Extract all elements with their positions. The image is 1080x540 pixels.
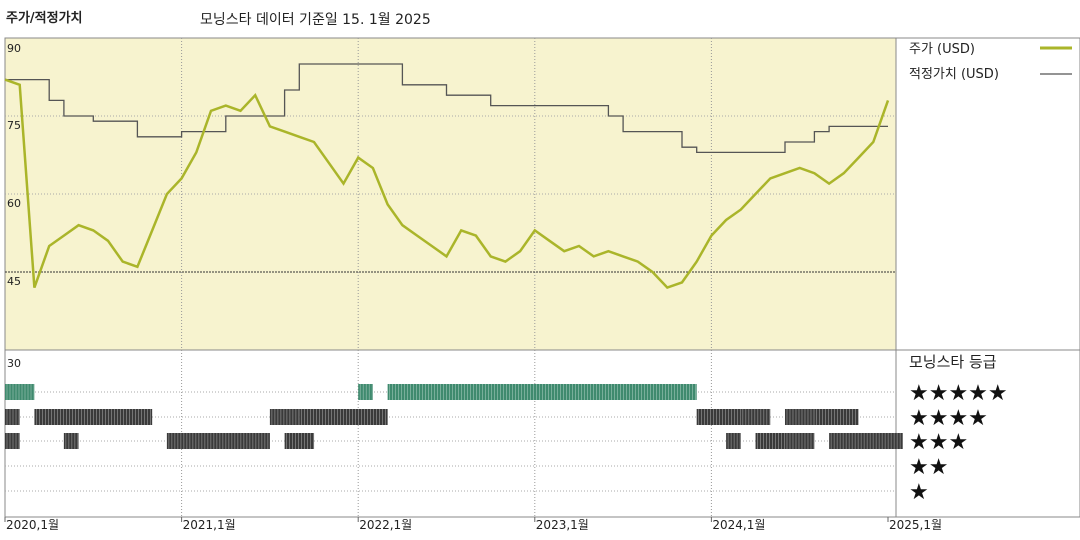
- rating-bar-4-star: [34, 409, 153, 425]
- rating-bar-4-star: [814, 409, 859, 425]
- rating-bar-3-star: [5, 433, 20, 449]
- star-legend: ★★★★★★★★★★★★★★★: [909, 381, 1008, 505]
- rating-bar-4-star: [696, 409, 741, 425]
- price-panel-bg: [4, 37, 897, 351]
- star-legend-row: ★★★★★: [909, 381, 1008, 406]
- rating-bar-5-star: [5, 384, 35, 400]
- rating-bar-3-star: [726, 433, 741, 449]
- y-tick-label: 45: [7, 275, 21, 288]
- star-legend-row: ★: [909, 480, 929, 505]
- rating-bar-3-star: [829, 433, 903, 449]
- rating-bar-4-star: [740, 409, 771, 425]
- legend-panel: [895, 37, 1080, 351]
- data-date-subtitle: 모닝스타 데이터 기준일 15. 1월 2025: [200, 12, 431, 28]
- rating-bar-3-star: [784, 433, 815, 449]
- x-tick-labels: 2020,1월 2021,1월 2022,1월 2023,1월 2024,1월 2025,…: [4, 517, 942, 532]
- rating-bar-4-star: [299, 409, 388, 425]
- x-tick-label: 2021,1월: [183, 518, 236, 532]
- rating-bar-3-star: [63, 433, 79, 449]
- y-tick-label: 60: [7, 197, 21, 210]
- star-legend-row: ★★★: [909, 430, 968, 455]
- star-legend-row: ★★: [909, 455, 948, 480]
- chart-header-label: 주가/적정가치: [6, 11, 83, 26]
- rating-bar-3-star: [755, 433, 785, 449]
- rating-bar-3-star: [166, 433, 270, 449]
- rating-legend-title: 모닝스타 등급: [909, 353, 997, 371]
- rating-bar-3-star: [284, 433, 315, 449]
- star-legend-row: ★★★★: [909, 406, 988, 431]
- x-tick-label: 2024,1월: [712, 518, 765, 532]
- rating-legend-panel: [895, 349, 1080, 518]
- fair-value-line: [5, 63, 888, 154]
- rating-bar-5-star: [387, 384, 697, 400]
- x-tick-label: 2025,1월: [889, 518, 942, 532]
- x-tick-label: 2022,1월: [359, 518, 412, 532]
- y-tick-label: 75: [7, 119, 21, 132]
- y-tick-labels: 90 75 60 45 30: [7, 42, 21, 370]
- rating-bar-4-star: [5, 409, 20, 425]
- rating-bar-4-star: [269, 409, 300, 425]
- x-tick-label: 2020,1월: [6, 518, 59, 532]
- rating-bar-4-star: [784, 409, 815, 425]
- price-line: [4, 78, 890, 290]
- rating-y-label: 30: [7, 357, 21, 370]
- price-legend-label: 주가 (USD): [909, 42, 975, 57]
- star-rating-bars: [5, 384, 903, 449]
- y-tick-label: 90: [7, 42, 21, 55]
- rating-bar-5-star: [358, 384, 373, 400]
- x-tick-label: 2023,1월: [536, 518, 589, 532]
- fair-legend-label: 적정가치 (USD): [909, 67, 999, 82]
- rating-panel: [4, 349, 897, 518]
